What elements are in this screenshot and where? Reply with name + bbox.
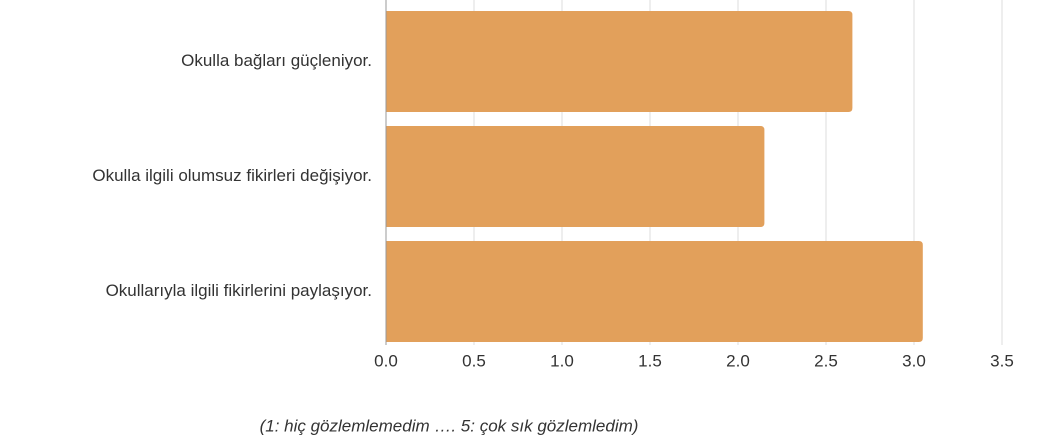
x-tick-label: 2.0 [726,351,750,370]
x-tick-label: 2.5 [814,351,838,370]
x-axis-label: (1: hiç gözlemlemedim …. 5: çok sık gözl… [260,416,639,435]
bar [386,241,923,342]
x-tick-label: 1.5 [638,351,662,370]
bar [386,126,765,227]
x-tick-label: 3.5 [990,351,1014,370]
y-tick-label: Okulla bağları güçleniyor. [181,51,372,70]
bar [386,11,853,112]
x-tick-label: 0.0 [374,351,398,370]
x-tick-label: 1.0 [550,351,574,370]
x-tick-label: 0.5 [462,351,486,370]
y-tick-label: Okulla ilgili olumsuz fikirleri değişiyo… [92,166,372,185]
y-tick-label: Okullarıyla ilgili fikirlerini paylaşıyo… [106,281,372,300]
x-tick-label: 3.0 [902,351,926,370]
